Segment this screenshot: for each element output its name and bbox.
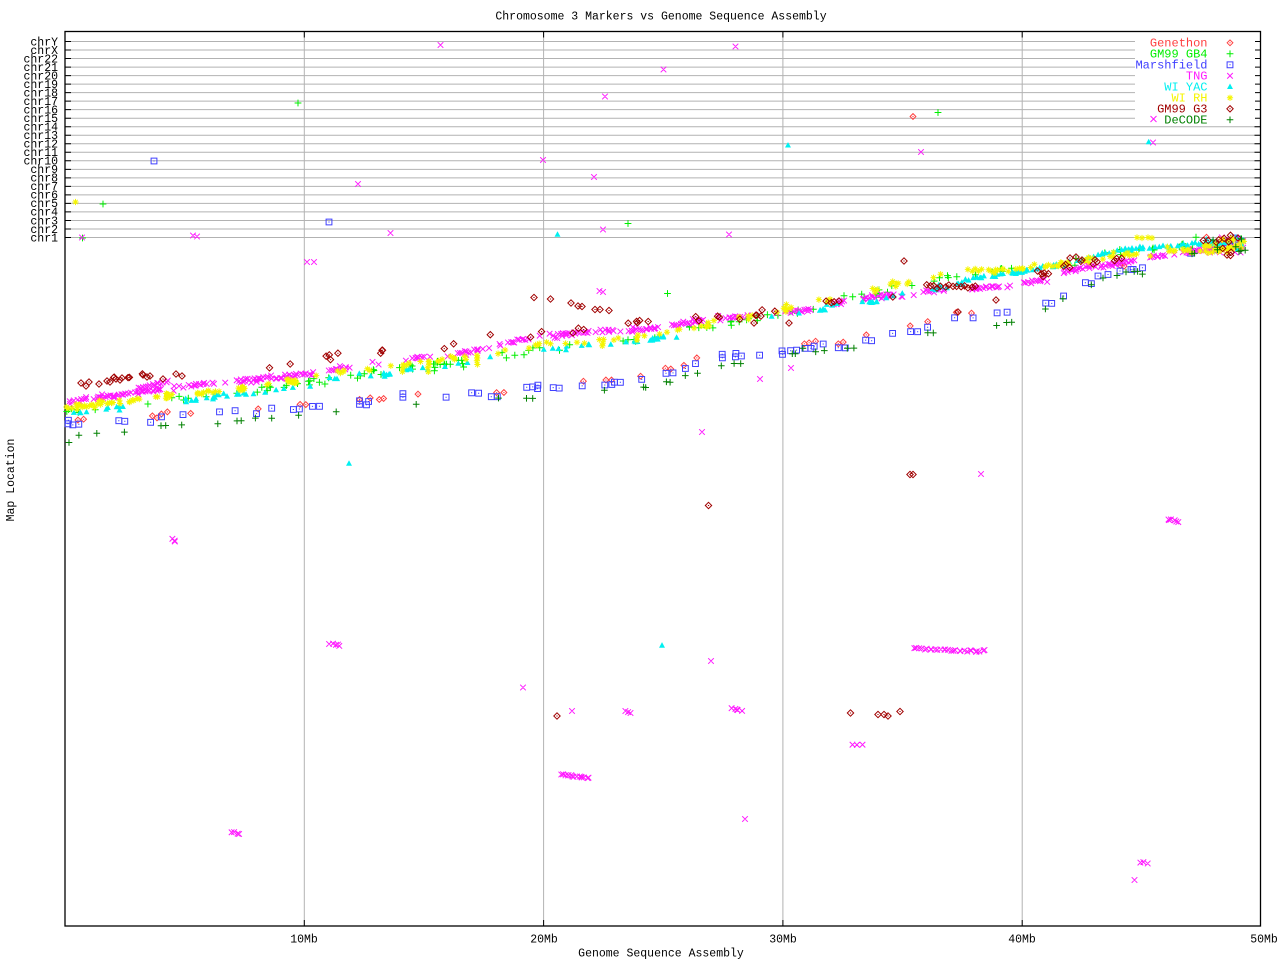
svg-text:chr13: chr13 xyxy=(23,130,58,143)
svg-text:chr12: chr12 xyxy=(23,139,58,152)
svg-text:20Mb: 20Mb xyxy=(530,934,558,947)
svg-text:chr8: chr8 xyxy=(30,173,58,186)
svg-text:chr14: chr14 xyxy=(23,122,58,135)
svg-text:WI RH: WI RH xyxy=(1171,92,1207,106)
svg-text:Genethon: Genethon xyxy=(1150,37,1208,51)
svg-text:30Mb: 30Mb xyxy=(769,934,797,947)
svg-text:chrX: chrX xyxy=(30,45,58,58)
svg-text:chr18: chr18 xyxy=(23,87,58,100)
svg-text:chr9: chr9 xyxy=(30,164,58,177)
svg-text:chr7: chr7 xyxy=(30,181,58,194)
svg-text:chr5: chr5 xyxy=(30,198,58,211)
svg-text:Map Location: Map Location xyxy=(5,439,18,522)
svg-text:50Mb: 50Mb xyxy=(1250,934,1278,947)
svg-text:chr3: chr3 xyxy=(30,215,58,228)
svg-text:WI YAC: WI YAC xyxy=(1164,81,1207,95)
svg-text:chr1: chr1 xyxy=(30,232,58,245)
svg-text:Chromosome 3 Markers vs Genome: Chromosome 3 Markers vs Genome Sequence … xyxy=(495,11,826,24)
svg-text:chr6: chr6 xyxy=(30,190,58,203)
svg-text:Genome Sequence Assembly: Genome Sequence Assembly xyxy=(578,948,744,961)
svg-text:TNG: TNG xyxy=(1186,70,1208,84)
svg-text:chr21: chr21 xyxy=(23,62,58,75)
svg-text:chr10: chr10 xyxy=(23,156,58,169)
svg-text:chr11: chr11 xyxy=(23,147,58,160)
svg-text:chr19: chr19 xyxy=(23,79,58,92)
svg-text:GM99 G3: GM99 G3 xyxy=(1157,103,1207,117)
svg-text:chr16: chr16 xyxy=(23,105,58,118)
svg-text:chrY: chrY xyxy=(30,36,58,49)
svg-text:chr4: chr4 xyxy=(30,207,58,220)
svg-text:Marshfield: Marshfield xyxy=(1135,59,1207,73)
svg-text:chr20: chr20 xyxy=(23,70,58,83)
svg-text:DeCODE: DeCODE xyxy=(1164,114,1207,128)
svg-text:chr17: chr17 xyxy=(23,96,58,109)
svg-text:chr22: chr22 xyxy=(23,53,58,66)
svg-text:GM99 GB4: GM99 GB4 xyxy=(1150,48,1208,62)
svg-text:chr2: chr2 xyxy=(30,224,58,237)
svg-text:10Mb: 10Mb xyxy=(290,934,318,947)
svg-text:40Mb: 40Mb xyxy=(1008,934,1036,947)
svg-text:chr15: chr15 xyxy=(23,113,58,126)
